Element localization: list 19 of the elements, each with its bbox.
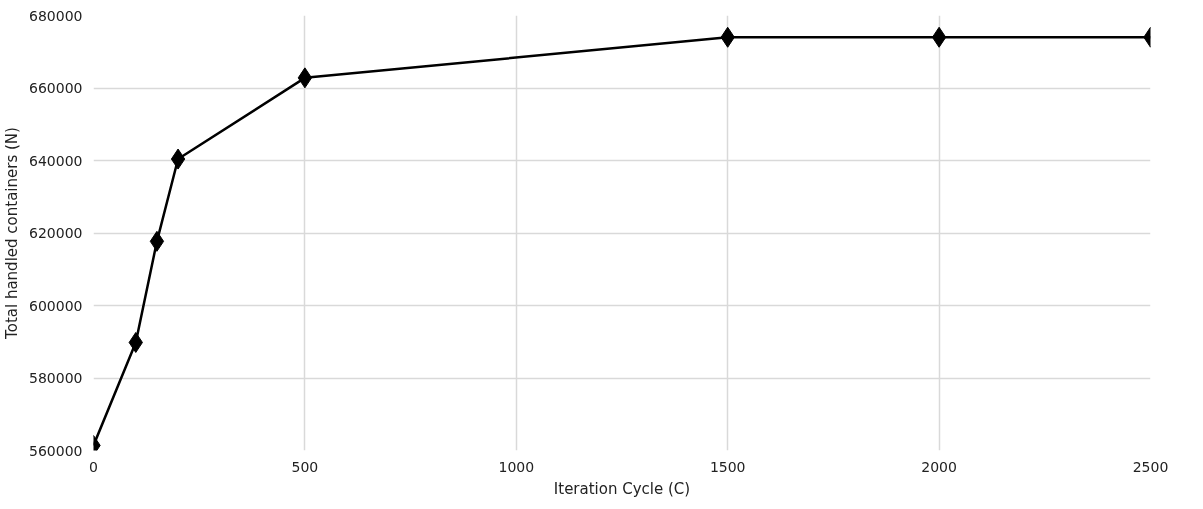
x-tick-label: 500 [291, 458, 319, 475]
y-tick-label: 580000 [29, 370, 83, 386]
y-tick-label: 560000 [29, 442, 83, 459]
x-axis-title: Iteration Cycle (C) [553, 479, 691, 498]
y-tick-label: 680000 [29, 7, 83, 24]
x-tick-label: 2500 [1132, 458, 1169, 475]
y-tick-label: 640000 [29, 152, 83, 169]
point [931, 26, 947, 48]
y-tick-label: 660000 [29, 80, 83, 96]
point [297, 67, 313, 89]
y-axis-title: Total handled containers (N) [3, 127, 22, 340]
x-tick-label: 0 [89, 458, 98, 475]
y-tick-label: 620000 [29, 225, 83, 241]
y-tick-label: 600000 [29, 297, 83, 314]
point [149, 230, 165, 252]
x-tick-label: 1500 [709, 458, 746, 475]
x-tick-label: 2000 [921, 458, 957, 475]
point [170, 148, 186, 170]
x-tick-label: 1000 [498, 458, 535, 475]
